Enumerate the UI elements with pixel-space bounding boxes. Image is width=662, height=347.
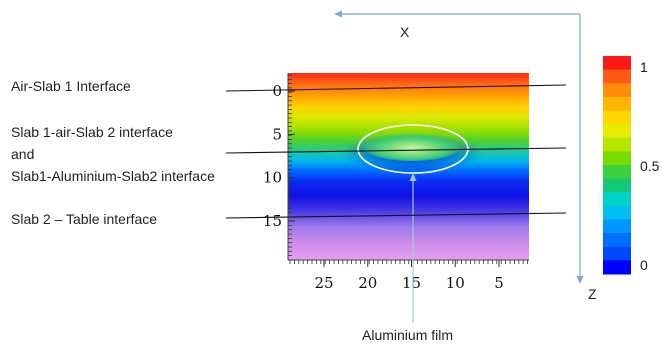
colorbar-tick-label: 1 <box>640 59 648 75</box>
colorbar-segment <box>603 56 631 71</box>
x-tick-label: 25 <box>314 274 333 292</box>
colorbar-segment <box>603 110 631 125</box>
y-tick-label: 15 <box>263 212 282 230</box>
colorbar-segment <box>603 205 631 220</box>
colorbar-segment <box>603 178 631 193</box>
colorbar <box>603 56 631 275</box>
x-tick-label: 20 <box>358 274 377 292</box>
slab2-table-line <box>225 212 567 219</box>
y-tick-label: 10 <box>263 169 282 187</box>
x-tick-labels: 25 20 15 10 5 <box>314 260 504 292</box>
colorbar-segment <box>603 246 631 261</box>
aluminium-pointer-arrowhead <box>409 173 417 181</box>
interface-lines <box>225 84 567 219</box>
air-slab1-line <box>225 84 567 92</box>
colorbar-segment <box>603 192 631 207</box>
x-axis-letter: X <box>400 24 410 40</box>
y-tick-labels: 0 5 10 15 <box>263 82 295 230</box>
colorbar-segment <box>603 83 631 98</box>
x-tick-label: 10 <box>446 274 465 292</box>
colorbar-segment <box>603 219 631 234</box>
y-tick-label: 5 <box>272 125 282 143</box>
label-slab1-aluminium-slab2-interface: Slab1-Aluminium-Slab2 interface <box>11 168 215 184</box>
colorbar-tick-label: 0 <box>640 257 648 273</box>
y-tick-label: 0 <box>272 82 282 100</box>
label-slab2-table-interface: Slab 2 – Table interface <box>11 211 158 227</box>
label-and: and <box>11 146 35 162</box>
colorbar-tick-label: 0.5 <box>640 158 660 174</box>
colorbar-segment <box>603 260 631 275</box>
colorbar-segment <box>603 165 631 180</box>
label-slab1-air-slab2-interface: Slab 1-air-Slab 2 interface <box>11 124 173 140</box>
label-aluminium-film: Aluminium film <box>362 327 454 343</box>
heatmap-plot: 0 5 10 15 25 20 15 10 5 <box>263 73 529 292</box>
x-tick-label: 5 <box>494 274 504 292</box>
label-air-slab1-interface: Air-Slab 1 Interface <box>11 78 131 94</box>
axis-arrows <box>334 10 584 284</box>
colorbar-segment <box>603 233 631 248</box>
colorbar-segment <box>603 69 631 84</box>
colorbar-segment <box>603 151 631 166</box>
x-tick-label: 15 <box>402 274 421 292</box>
heatmap-bright-spot <box>364 133 460 161</box>
colorbar-segment <box>603 96 631 111</box>
z-axis-letter: Z <box>588 286 597 302</box>
colorbar-segment <box>603 124 631 139</box>
x-minor-ticks <box>289 260 528 264</box>
colorbar-tick-labels: 10.50 <box>640 59 660 273</box>
slab1-slab2-line <box>225 147 567 154</box>
colorbar-segment <box>603 137 631 152</box>
